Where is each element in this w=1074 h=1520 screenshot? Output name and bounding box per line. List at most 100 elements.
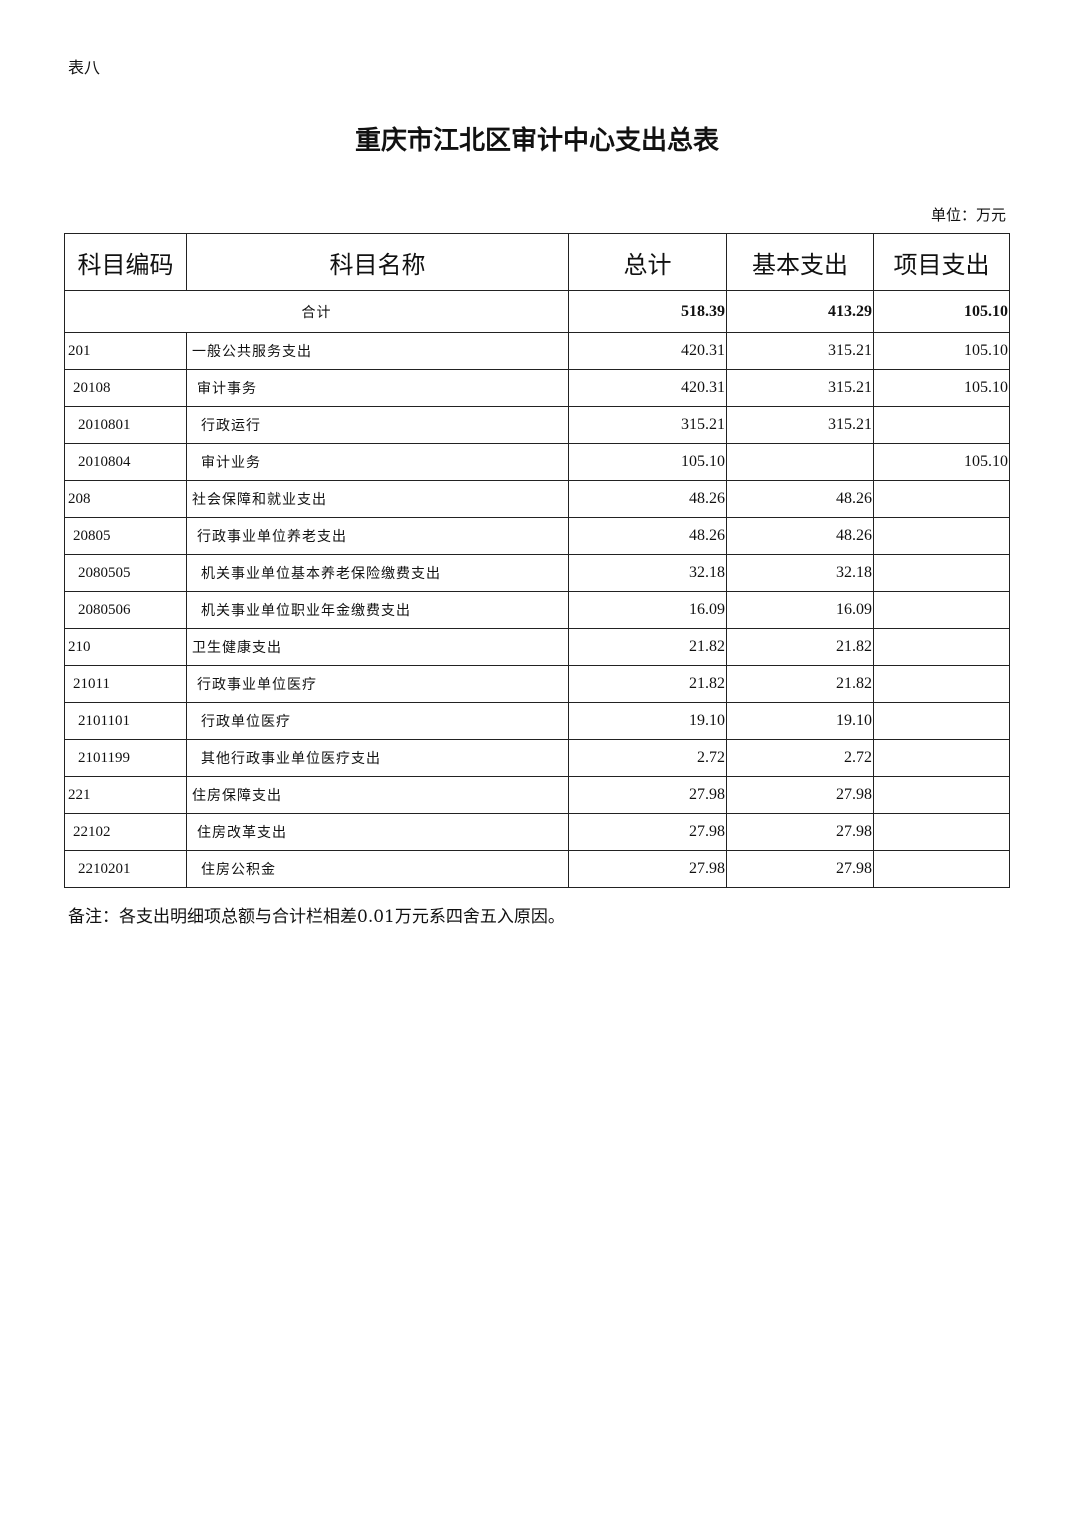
table-row: 210 卫生健康支出 21.82 21.82 bbox=[64, 628, 1010, 666]
row-name: 住房改革支出 bbox=[186, 813, 569, 851]
row-name: 行政事业单位医疗 bbox=[186, 665, 569, 703]
table-row: 2010801 行政运行 315.21 315.21 bbox=[64, 406, 1010, 444]
header-code: 科目编码 bbox=[64, 233, 187, 291]
total-total: 518.39 bbox=[568, 290, 727, 333]
row-basic: 16.09 bbox=[726, 591, 874, 629]
row-total: 27.98 bbox=[568, 776, 727, 814]
row-basic bbox=[726, 443, 874, 481]
row-total: 19.10 bbox=[568, 702, 727, 740]
table-row: 2101199 其他行政事业单位医疗支出 2.72 2.72 bbox=[64, 739, 1010, 777]
row-name: 行政事业单位养老支出 bbox=[186, 517, 569, 555]
row-basic: 32.18 bbox=[726, 554, 874, 592]
row-total: 420.31 bbox=[568, 332, 727, 370]
row-total: 2.72 bbox=[568, 739, 727, 777]
row-basic: 2.72 bbox=[726, 739, 874, 777]
row-total: 48.26 bbox=[568, 480, 727, 518]
row-project bbox=[873, 702, 1010, 740]
row-total: 420.31 bbox=[568, 369, 727, 407]
row-name: 行政运行 bbox=[186, 406, 569, 444]
header-total: 总计 bbox=[568, 233, 727, 291]
row-name: 住房保障支出 bbox=[186, 776, 569, 814]
table-row: 221 住房保障支出 27.98 27.98 bbox=[64, 776, 1010, 814]
row-total: 48.26 bbox=[568, 517, 727, 555]
row-name: 社会保障和就业支出 bbox=[186, 480, 569, 518]
row-name: 审计业务 bbox=[186, 443, 569, 481]
row-basic: 27.98 bbox=[726, 776, 874, 814]
row-basic: 27.98 bbox=[726, 813, 874, 851]
row-total: 21.82 bbox=[568, 665, 727, 703]
row-basic: 27.98 bbox=[726, 850, 874, 888]
row-code: 20108 bbox=[64, 369, 187, 407]
row-total: 105.10 bbox=[568, 443, 727, 481]
row-code: 221 bbox=[64, 776, 187, 814]
row-total: 16.09 bbox=[568, 591, 727, 629]
table-row: 201 一般公共服务支出 420.31 315.21 105.10 bbox=[64, 332, 1010, 370]
row-project bbox=[873, 628, 1010, 666]
row-basic: 21.82 bbox=[726, 628, 874, 666]
table-row: 208 社会保障和就业支出 48.26 48.26 bbox=[64, 480, 1010, 518]
row-project bbox=[873, 850, 1010, 888]
page-title: 重庆市江北区审计中心支出总表 bbox=[354, 126, 719, 156]
total-project: 105.10 bbox=[873, 290, 1010, 333]
table-row: 20108 审计事务 420.31 315.21 105.10 bbox=[64, 369, 1010, 407]
row-code: 20805 bbox=[64, 517, 187, 555]
table-row: 2080506 机关事业单位职业年金缴费支出 16.09 16.09 bbox=[64, 591, 1010, 629]
row-code: 2010804 bbox=[64, 443, 187, 481]
row-code: 2080505 bbox=[64, 554, 187, 592]
table-row: 2080505 机关事业单位基本养老保险缴费支出 32.18 32.18 bbox=[64, 554, 1010, 592]
row-code: 2101101 bbox=[64, 702, 187, 740]
row-code: 2010801 bbox=[64, 406, 187, 444]
row-code: 210 bbox=[64, 628, 187, 666]
row-name: 机关事业单位基本养老保险缴费支出 bbox=[186, 554, 569, 592]
row-code: 21011 bbox=[64, 665, 187, 703]
row-project bbox=[873, 776, 1010, 814]
row-code: 201 bbox=[64, 332, 187, 370]
row-basic: 48.26 bbox=[726, 517, 874, 555]
header-basic: 基本支出 bbox=[726, 233, 874, 291]
header-project: 项目支出 bbox=[873, 233, 1010, 291]
row-project: 105.10 bbox=[873, 332, 1010, 370]
header-name: 科目名称 bbox=[186, 233, 569, 291]
row-project: 105.10 bbox=[873, 443, 1010, 481]
row-total: 32.18 bbox=[568, 554, 727, 592]
row-project bbox=[873, 665, 1010, 703]
total-row: 合计 518.39 413.29 105.10 bbox=[64, 290, 1010, 333]
row-project: 105.10 bbox=[873, 369, 1010, 407]
row-project bbox=[873, 480, 1010, 518]
row-name: 一般公共服务支出 bbox=[186, 332, 569, 370]
row-code: 22102 bbox=[64, 813, 187, 851]
row-code: 2101199 bbox=[64, 739, 187, 777]
total-basic: 413.29 bbox=[726, 290, 874, 333]
row-project bbox=[873, 739, 1010, 777]
row-project bbox=[873, 406, 1010, 444]
row-total: 27.98 bbox=[568, 850, 727, 888]
row-basic: 315.21 bbox=[726, 406, 874, 444]
row-code: 2210201 bbox=[64, 850, 187, 888]
footnote: 备注：各支出明细项总额与合计栏相差0.01万元系四舍五入原因。 bbox=[68, 907, 565, 927]
row-name: 其他行政事业单位医疗支出 bbox=[186, 739, 569, 777]
table-row: 2101101 行政单位医疗 19.10 19.10 bbox=[64, 702, 1010, 740]
table-row: 20805 行政事业单位养老支出 48.26 48.26 bbox=[64, 517, 1010, 555]
row-project bbox=[873, 517, 1010, 555]
row-total: 27.98 bbox=[568, 813, 727, 851]
row-total: 21.82 bbox=[568, 628, 727, 666]
row-name: 卫生健康支出 bbox=[186, 628, 569, 666]
total-label: 合计 bbox=[64, 290, 569, 333]
table-row: 21011 行政事业单位医疗 21.82 21.82 bbox=[64, 665, 1010, 703]
table-row: 2210201 住房公积金 27.98 27.98 bbox=[64, 850, 1010, 888]
row-basic: 48.26 bbox=[726, 480, 874, 518]
table-row: 22102 住房改革支出 27.98 27.98 bbox=[64, 813, 1010, 851]
row-name: 审计事务 bbox=[186, 369, 569, 407]
row-basic: 315.21 bbox=[726, 332, 874, 370]
row-basic: 19.10 bbox=[726, 702, 874, 740]
row-code: 2080506 bbox=[64, 591, 187, 629]
table-number-label: 表八 bbox=[68, 58, 101, 77]
expenditure-table: 科目编码 科目名称 总计 基本支出 项目支出 合计 518.39 413.29 … bbox=[64, 233, 1010, 888]
row-basic: 315.21 bbox=[726, 369, 874, 407]
row-name: 住房公积金 bbox=[186, 850, 569, 888]
row-code: 208 bbox=[64, 480, 187, 518]
row-name: 机关事业单位职业年金缴费支出 bbox=[186, 591, 569, 629]
row-basic: 21.82 bbox=[726, 665, 874, 703]
row-name: 行政单位医疗 bbox=[186, 702, 569, 740]
row-project bbox=[873, 554, 1010, 592]
